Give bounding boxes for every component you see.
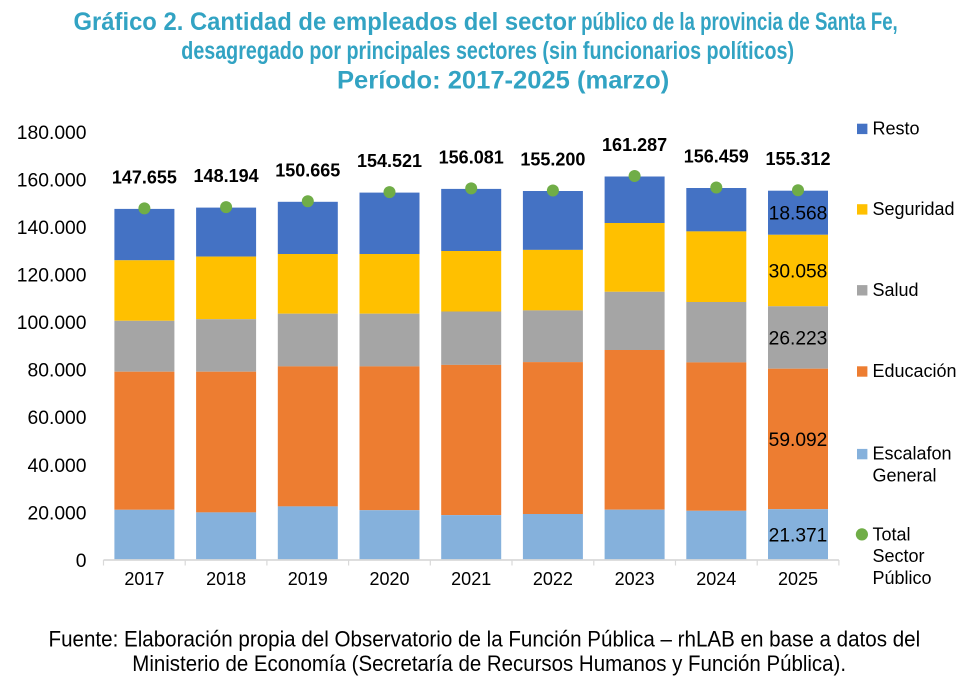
svg-text:148.194: 148.194 [194,166,259,186]
svg-text:26.223: 26.223 [769,328,828,349]
svg-text:18.568: 18.568 [769,204,828,225]
svg-text:140.000: 140.000 [17,218,87,239]
svg-text:59.092: 59.092 [769,430,828,451]
svg-text:General: General [873,465,937,485]
svg-text:2022: 2022 [533,569,573,589]
svg-text:Ministerio de Economía (Secret: Ministerio de Economía (Secretaría de Re… [132,651,846,676]
svg-text:154.521: 154.521 [357,151,422,171]
svg-text:155.312: 155.312 [765,149,830,169]
svg-text:Período: 2017-2025 (marzo): Período: 2017-2025 (marzo) [337,67,669,95]
svg-text:Escalafon: Escalafon [873,444,952,464]
svg-text:Educación: Educación [873,361,957,381]
svg-text:Salud: Salud [873,280,919,300]
svg-text:40.000: 40.000 [28,456,87,477]
svg-text:20.000: 20.000 [28,503,87,524]
svg-text:0: 0 [76,551,87,572]
svg-text:2017: 2017 [124,569,164,589]
svg-text:2024: 2024 [696,569,736,589]
svg-text:2018: 2018 [206,569,246,589]
svg-text:147.655: 147.655 [112,167,177,187]
svg-text:desagregado por principales se: desagregado por principales sectores (si… [181,37,794,65]
svg-text:Público: Público [873,568,932,588]
svg-text:80.000: 80.000 [28,361,87,382]
svg-text:120.000: 120.000 [17,266,87,287]
svg-text:2021: 2021 [451,569,491,589]
svg-text:156.081: 156.081 [439,147,504,167]
svg-text:Gráfico 2. Cantidad de emplead: Gráfico 2. Cantidad de empleados del sec… [74,8,577,36]
svg-text:21.371: 21.371 [769,526,828,547]
svg-text:Sector: Sector [873,546,925,566]
svg-text:2023: 2023 [615,569,655,589]
svg-text:160.000: 160.000 [17,171,87,192]
svg-text:180.000: 180.000 [17,123,87,144]
svg-text:Resto: Resto [873,118,920,138]
svg-text:150.665: 150.665 [275,160,340,180]
svg-text:100.000: 100.000 [17,313,87,334]
svg-text:161.287: 161.287 [602,135,667,155]
svg-text:Fuente: Elaboración propia del: Fuente: Elaboración propia del Observato… [49,627,921,652]
svg-text:2019: 2019 [288,569,328,589]
svg-text:60.000: 60.000 [28,408,87,429]
svg-text:público de la provincia de San: público de la provincia de Santa Fe, [581,7,898,35]
svg-text:2020: 2020 [369,569,409,589]
svg-text:156.459: 156.459 [684,147,749,167]
svg-text:Seguridad: Seguridad [873,199,955,219]
svg-text:2025: 2025 [778,569,818,589]
svg-text:155.200: 155.200 [520,150,585,170]
svg-text:Total: Total [873,525,911,545]
svg-text:30.058: 30.058 [769,261,828,282]
